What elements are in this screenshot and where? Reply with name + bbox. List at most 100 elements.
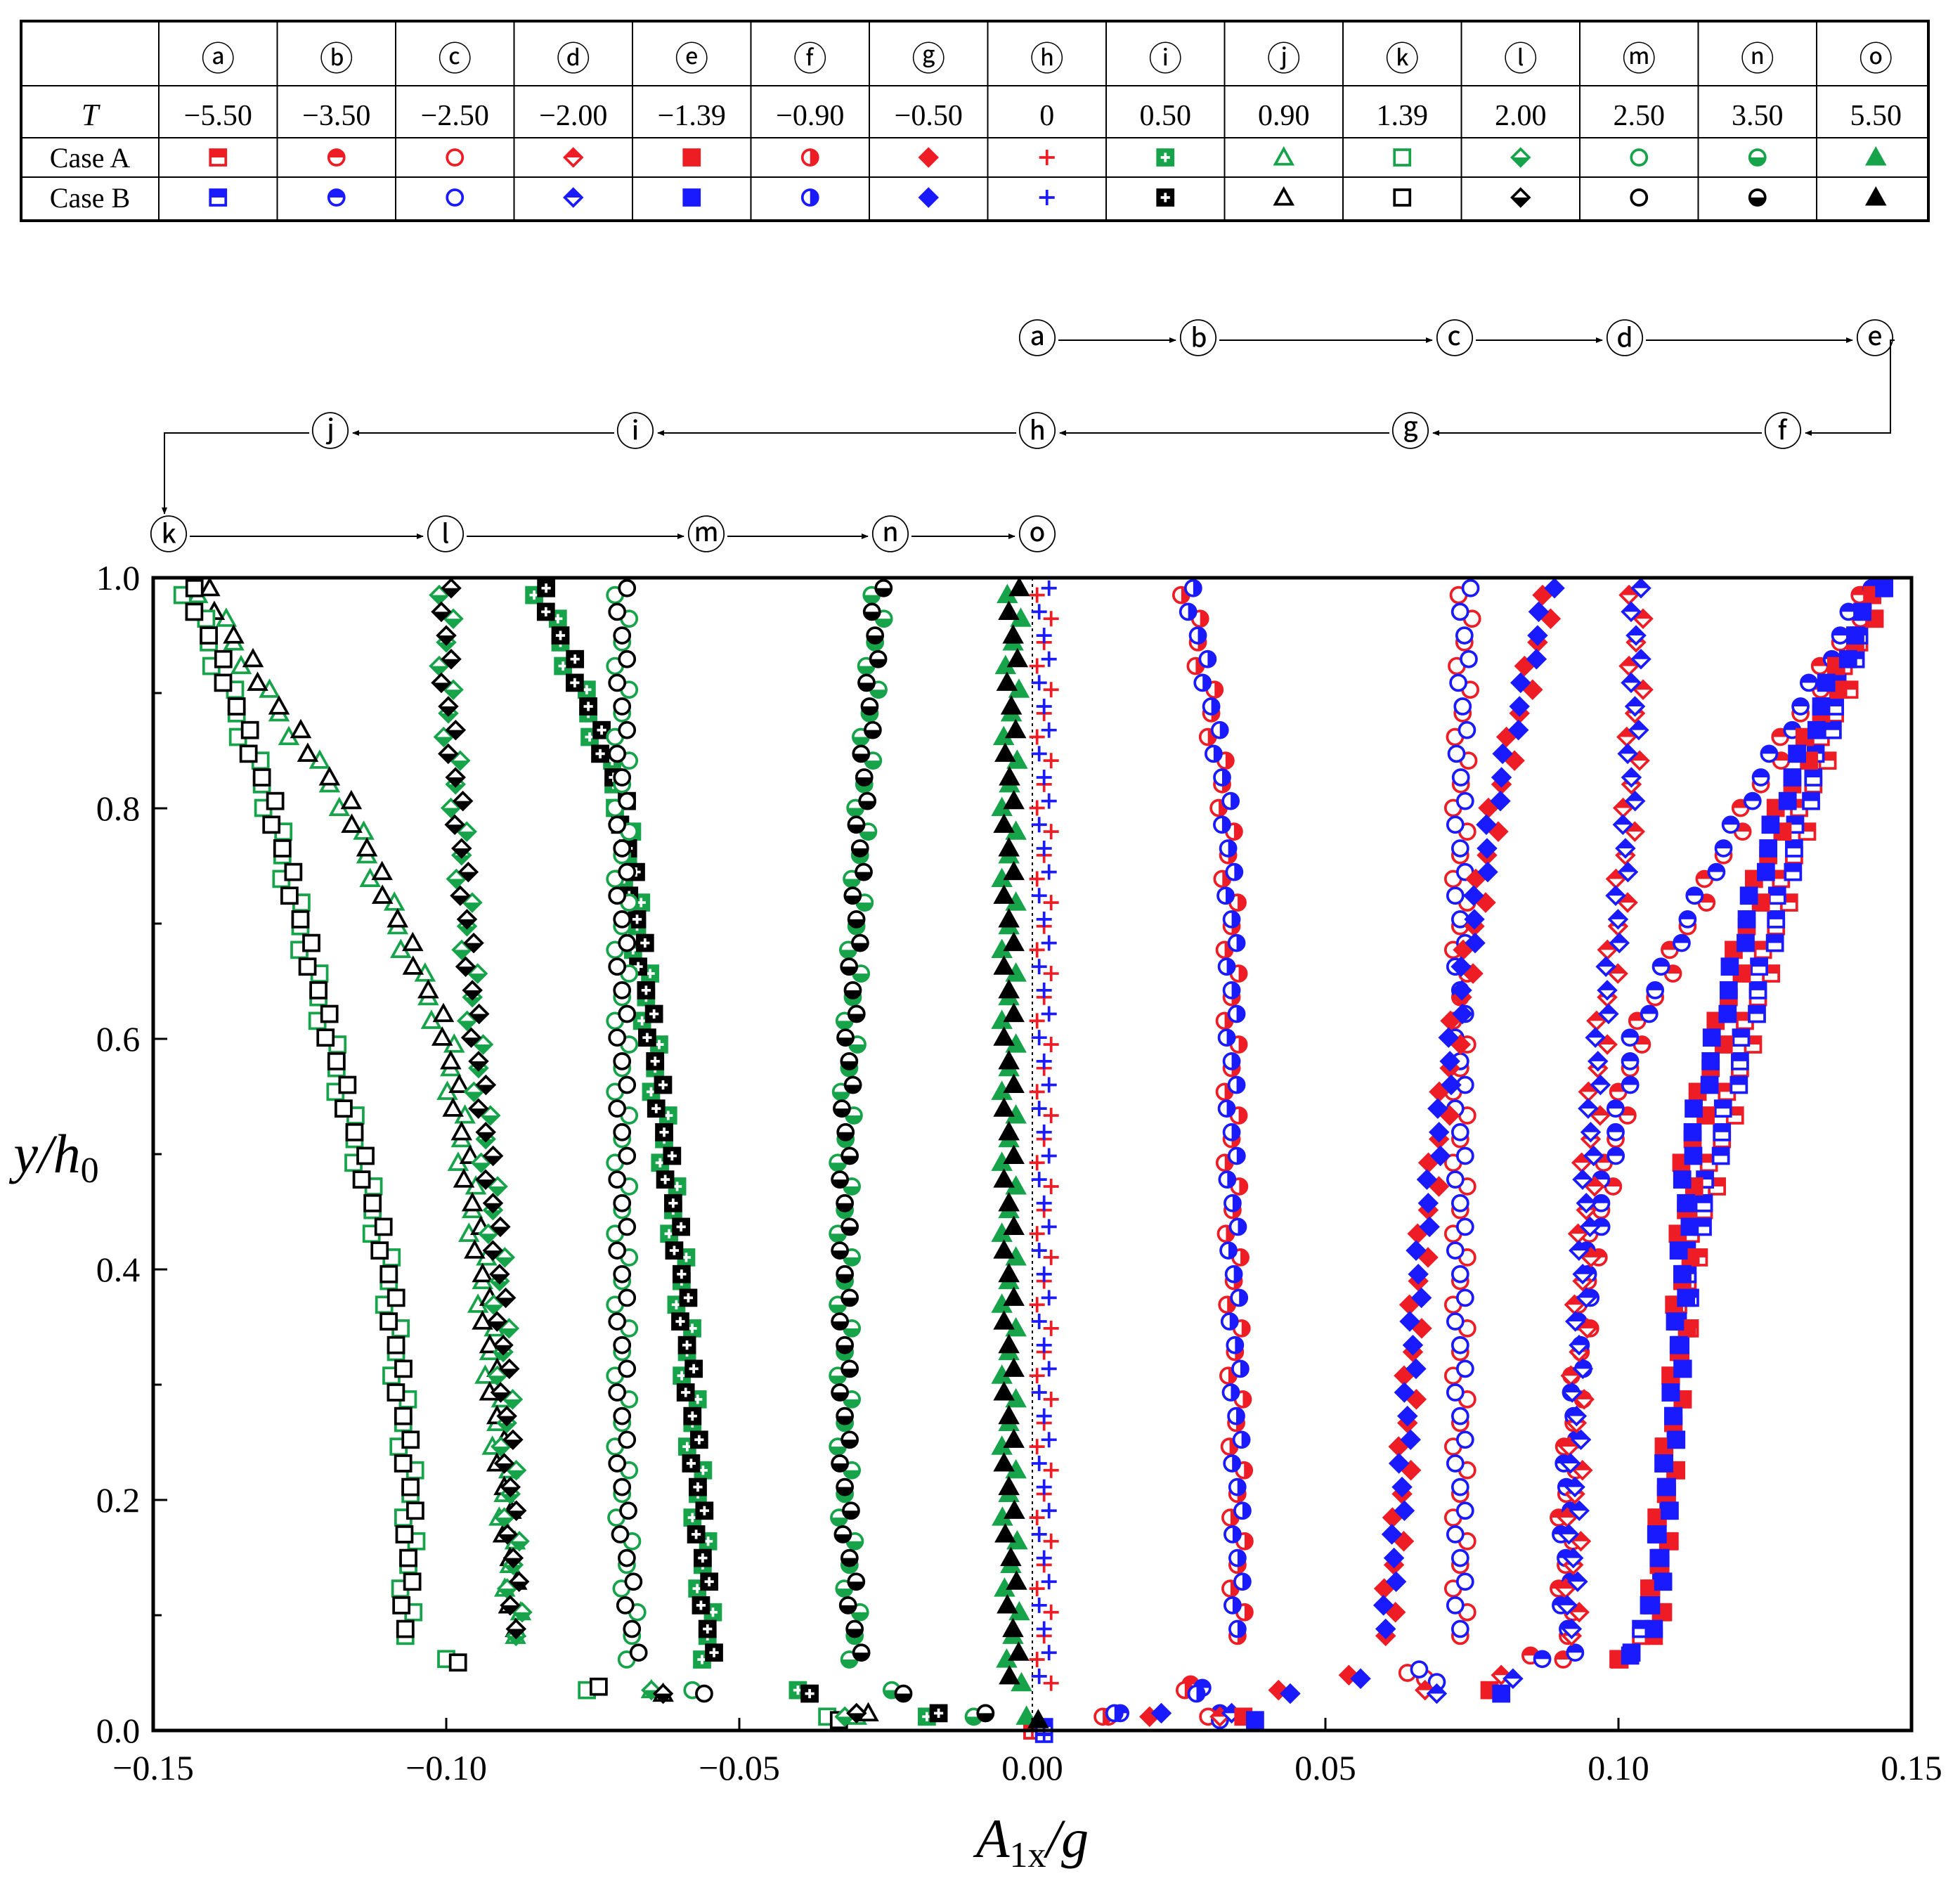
data-point xyxy=(838,1596,857,1615)
data-point xyxy=(608,886,627,905)
data-point xyxy=(1224,1596,1242,1615)
data-point xyxy=(1642,1596,1661,1615)
data-point xyxy=(1218,1170,1237,1189)
data-point xyxy=(1558,1524,1580,1545)
data-point xyxy=(1605,885,1626,907)
data-point xyxy=(1694,1193,1713,1212)
data-point xyxy=(1043,611,1059,627)
data-point xyxy=(624,1572,643,1591)
data-point xyxy=(401,1430,420,1449)
data-point xyxy=(1204,744,1223,763)
data-point xyxy=(1219,839,1238,858)
series-case-b-n xyxy=(831,578,995,1723)
x-tick-label: −0.05 xyxy=(699,1748,780,1787)
data-point xyxy=(1393,1531,1415,1552)
data-point xyxy=(1450,1193,1469,1212)
table-col-label-m: ⓜ xyxy=(1622,41,1656,78)
data-point xyxy=(842,1501,860,1520)
data-point xyxy=(694,1548,712,1567)
data-point xyxy=(387,1288,405,1307)
data-point xyxy=(1644,1619,1663,1638)
data-point xyxy=(1507,719,1529,741)
data-point xyxy=(1677,1193,1695,1212)
table-T-value-l: 2.00 xyxy=(1495,100,1547,132)
data-point xyxy=(1400,1429,1421,1451)
data-point xyxy=(494,1247,516,1268)
data-point xyxy=(1761,815,1780,834)
data-point xyxy=(1233,1501,1252,1520)
data-point xyxy=(1375,1618,1396,1640)
sequence-node: ⓝ xyxy=(871,515,910,558)
series-case-a-k xyxy=(173,586,836,1726)
data-point xyxy=(1029,658,1045,674)
data-point xyxy=(1041,722,1057,738)
data-point xyxy=(1624,821,1646,842)
y-tick-label: 0.8 xyxy=(96,789,141,828)
table-marker-case-a-l xyxy=(1510,147,1531,168)
data-point xyxy=(185,602,204,621)
data-point xyxy=(335,1099,353,1118)
data-point xyxy=(1036,628,1052,644)
data-point xyxy=(1228,1548,1247,1567)
data-point xyxy=(677,1335,696,1354)
data-point xyxy=(1450,956,1472,977)
data-point xyxy=(1406,1389,1427,1410)
data-point xyxy=(999,766,1020,786)
data-point xyxy=(1446,1596,1465,1615)
data-point xyxy=(1450,1619,1469,1638)
data-point xyxy=(1578,1098,1599,1119)
data-point xyxy=(608,1241,627,1260)
series-case-a-j xyxy=(187,583,868,1725)
data-point xyxy=(1036,840,1052,856)
data-point xyxy=(280,886,299,905)
data-point xyxy=(1584,1176,1605,1197)
data-point xyxy=(1597,1034,1618,1055)
data-point xyxy=(1029,942,1045,958)
series-case-b-i xyxy=(536,578,948,1723)
data-point xyxy=(1739,886,1758,905)
data-point xyxy=(1503,1668,1524,1689)
data-point xyxy=(1597,980,1618,1001)
data-point xyxy=(1036,1479,1052,1495)
data-point xyxy=(1527,625,1548,646)
data-point xyxy=(455,956,476,977)
data-point xyxy=(1579,1216,1601,1238)
data-point xyxy=(1451,980,1472,1001)
data-point xyxy=(490,1382,512,1403)
data-point xyxy=(480,1105,501,1126)
data-point xyxy=(858,791,877,810)
y-axis-label-sub: 0 xyxy=(81,1151,99,1191)
data-point xyxy=(692,1596,710,1615)
data-point xyxy=(1227,1146,1246,1165)
sequence-connector-j-k xyxy=(162,432,309,515)
data-point xyxy=(1669,1241,1688,1260)
data-point xyxy=(1041,651,1057,667)
sequence-node: ⓗ xyxy=(1018,411,1057,455)
data-point xyxy=(1003,1428,1025,1448)
data-point xyxy=(491,1436,512,1457)
data-point xyxy=(1029,729,1045,745)
data-point xyxy=(1446,1170,1465,1189)
data-point xyxy=(1397,1405,1418,1427)
data-point xyxy=(1036,1053,1052,1069)
data-point xyxy=(847,910,866,929)
series-case-b-h xyxy=(1031,580,1057,1742)
data-point xyxy=(438,696,459,717)
data-point xyxy=(998,1049,1020,1070)
data-point xyxy=(1572,1460,1593,1481)
data-point xyxy=(1029,1581,1045,1597)
sequence-connector-e-f xyxy=(1805,339,1895,436)
data-point xyxy=(551,626,570,645)
data-point xyxy=(993,1310,1015,1330)
data-point xyxy=(1767,910,1786,929)
data-point xyxy=(1439,1051,1460,1072)
data-point xyxy=(1221,1383,1240,1402)
data-point xyxy=(695,1501,714,1520)
data-point xyxy=(1003,1073,1025,1094)
data-point xyxy=(1702,1028,1721,1047)
data-point xyxy=(214,649,233,668)
data-point xyxy=(1680,1217,1699,1236)
table-T-value-d: −2.00 xyxy=(539,100,607,132)
data-point xyxy=(1041,1006,1057,1022)
data-point xyxy=(459,1144,481,1165)
